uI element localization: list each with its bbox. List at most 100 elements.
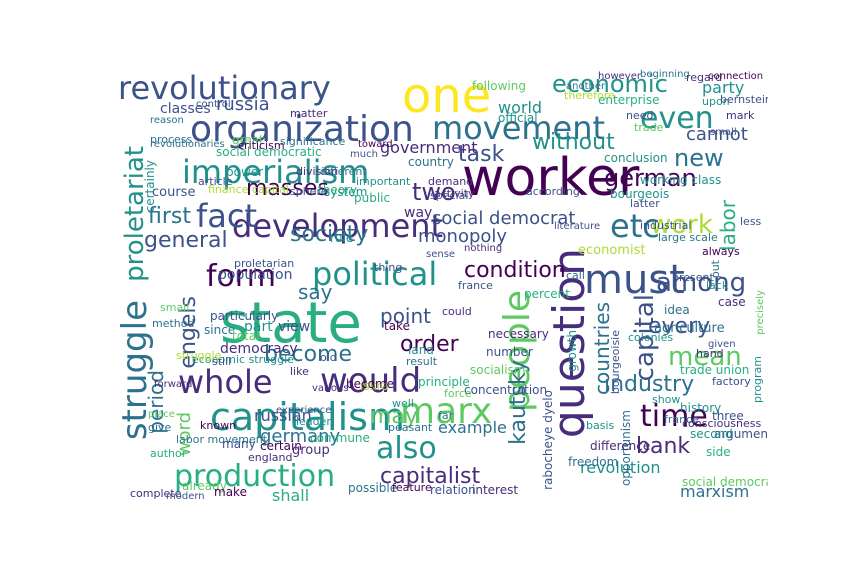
cloud-word: large scale xyxy=(658,231,718,244)
cloud-word: great xyxy=(232,133,264,147)
cloud-word: economist xyxy=(578,243,646,258)
cloud-word: much xyxy=(350,149,378,160)
cloud-word: difference xyxy=(590,439,651,453)
cloud-word: rule xyxy=(330,231,354,245)
cloud-word: agriculture xyxy=(654,321,725,336)
cloud-word: mark xyxy=(726,109,755,122)
cloud-word: point xyxy=(380,304,432,328)
cloud-word: thing xyxy=(374,261,403,274)
cloud-word: country xyxy=(408,155,454,169)
cloud-word: also xyxy=(376,431,437,466)
cloud-word: revolutionary xyxy=(118,69,331,107)
cloud-word: imperialism xyxy=(182,153,370,191)
cloud-word: history xyxy=(680,401,722,415)
cloud-word: complete xyxy=(130,487,182,500)
cloud-word: even xyxy=(640,101,714,136)
cloud-word: official xyxy=(498,111,538,125)
cloud-word: movement xyxy=(432,109,606,147)
cloud-word: capitalist xyxy=(380,464,481,489)
cloud-word: view xyxy=(278,319,311,335)
cloud-word: force xyxy=(444,387,472,400)
cloud-word: still xyxy=(212,355,232,368)
cloud-word: england xyxy=(248,451,293,464)
cloud-word: forward xyxy=(154,379,193,390)
cloud-word: case xyxy=(718,295,746,309)
cloud-word: marxism xyxy=(680,482,750,501)
cloud-word: sphere xyxy=(290,185,328,198)
cloud-word: nothing xyxy=(464,243,503,254)
cloud-word: bourgeoisie xyxy=(609,330,622,395)
cloud-word: following xyxy=(472,79,526,93)
cloud-word: whole xyxy=(178,363,273,401)
cloud-word: theory xyxy=(318,183,358,197)
cloud-word: revolutionaries xyxy=(150,139,225,150)
cloud-word: must xyxy=(584,257,685,303)
cloud-word: mean xyxy=(668,342,742,372)
cloud-word: feature xyxy=(392,481,432,494)
cloud-word: task xyxy=(458,142,505,167)
cloud-word: experience xyxy=(276,405,332,416)
cloud-word: consciousness xyxy=(682,417,762,430)
cloud-word: argument xyxy=(714,427,768,441)
cloud-word: monopoly xyxy=(418,226,508,247)
cloud-word: idea xyxy=(664,303,690,317)
cloud-word: number xyxy=(486,345,533,359)
cloud-word: form xyxy=(206,259,276,294)
cloud-word: would xyxy=(320,361,422,401)
cloud-word: general xyxy=(144,228,228,253)
cloud-word: production xyxy=(174,459,336,494)
cloud-word: first xyxy=(148,204,191,229)
cloud-word: already xyxy=(182,479,227,493)
cloud-word: russian xyxy=(254,406,312,425)
cloud-word: make xyxy=(214,485,247,499)
cloud-word: another xyxy=(566,81,606,92)
cloud-word: peasant xyxy=(388,421,433,434)
cloud-word: political xyxy=(312,255,438,293)
cloud-word: various xyxy=(312,383,349,394)
cloud-word: concentration xyxy=(464,383,548,397)
cloud-word: marx xyxy=(400,391,493,432)
cloud-word: place xyxy=(148,409,175,420)
cloud-word: call xyxy=(566,269,585,282)
cloud-word: socialism xyxy=(470,363,526,377)
cloud-word: reason xyxy=(150,115,184,126)
cloud-word: classes xyxy=(160,101,211,117)
cloud-word: old xyxy=(320,351,337,364)
cloud-word: total xyxy=(232,329,260,343)
cloud-word: become xyxy=(346,377,395,391)
cloud-word: social democracy xyxy=(682,475,768,489)
cloud-word: connection xyxy=(708,71,764,82)
cloud-word: trade xyxy=(634,121,664,134)
cloud-word: economic xyxy=(552,70,668,98)
cloud-word: france xyxy=(664,413,699,426)
cloud-word: program xyxy=(751,356,764,403)
cloud-word: etc xyxy=(610,207,660,245)
cloud-word: france xyxy=(458,279,493,292)
cloud-word: land xyxy=(408,343,434,357)
cloud-word: matter xyxy=(290,107,328,120)
cloud-word: say xyxy=(298,280,333,304)
cloud-word: capitalism xyxy=(210,395,405,439)
cloud-word: condition xyxy=(464,258,566,283)
cloud-word: necessary xyxy=(488,327,549,341)
cloud-word: show xyxy=(652,393,681,406)
cloud-word: many xyxy=(222,437,256,451)
cloud-word: shall xyxy=(272,486,310,505)
cloud-word: russia xyxy=(216,94,270,115)
cloud-word: important xyxy=(356,175,411,188)
cloud-word: factory xyxy=(712,375,751,388)
cloud-word: new xyxy=(674,144,724,172)
cloud-word: bernstein xyxy=(720,93,768,106)
cloud-word: way xyxy=(404,205,433,221)
cloud-word: demand xyxy=(428,175,474,188)
cloud-word: part xyxy=(244,319,273,335)
cloud-word: side xyxy=(706,445,731,459)
cloud-word: relation xyxy=(430,483,476,497)
cloud-word: commune xyxy=(310,431,370,445)
cloud-word: working class xyxy=(640,173,722,187)
cloud-word: cannot xyxy=(686,124,748,145)
cloud-word: may xyxy=(370,404,418,429)
cloud-word: organization xyxy=(190,109,414,150)
cloud-word: literature xyxy=(554,221,601,232)
cloud-word: like xyxy=(290,365,309,378)
